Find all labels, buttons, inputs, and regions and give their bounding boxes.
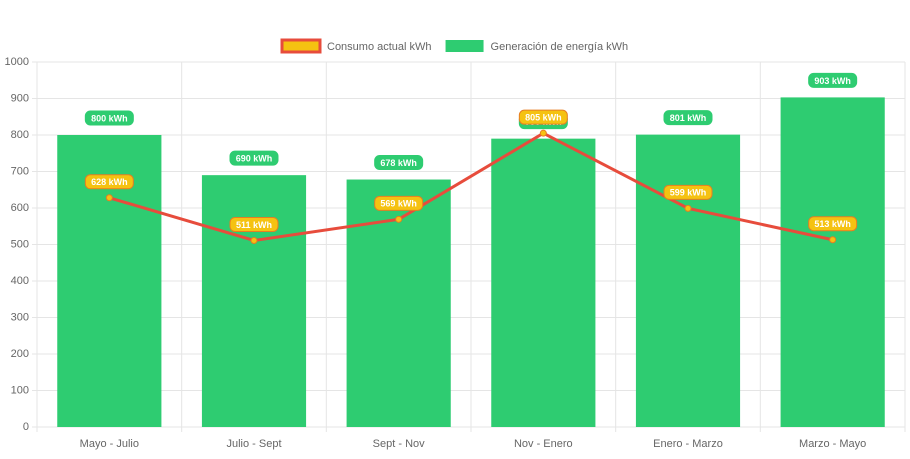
value-label-text: 599 kWh [670,188,707,198]
point [395,215,403,223]
value-label-text: 801 kWh [670,113,707,123]
value-label-bg [808,216,858,232]
value-label: 801 kWh [663,110,713,126]
value-label-text: 628 kWh [91,177,128,187]
value-label-text: 903 kWh [814,76,851,86]
value-label-bg [518,109,568,125]
value-label-text: 678 kWh [380,158,417,168]
value-label: 903 kWh [808,72,858,88]
value-label-bg [229,150,279,166]
value-label-bg [84,174,134,190]
value-label-text: 800 kWh [91,113,128,123]
value-label-bg [229,216,279,232]
value-label-bg [808,72,858,88]
value-label: 511 kWh [229,216,279,232]
value-label-bg [84,110,134,126]
y-tick-label: 300 [11,311,29,323]
x-tick-label: Enero - Marzo [653,438,723,450]
y-tick-label: 1000 [5,56,29,68]
point [539,129,547,137]
value-label-text: 690 kWh [236,154,273,164]
value-label-bg [374,195,424,211]
value-label: 690 kWh [229,150,279,166]
value-label-bg [663,110,713,126]
y-tick-label: 900 [11,92,29,104]
value-label: 569 kWh [374,195,424,211]
value-label: 800 kWh [84,110,134,126]
legend-swatch [280,38,322,54]
bar [780,97,885,427]
y-tick-label: 500 [11,238,29,250]
legend-swatch [445,40,484,52]
x-tick-label: Mayo - Julio [80,438,139,450]
y-tick-label: 100 [11,384,29,396]
value-label: 513 kWh [808,216,858,232]
bar [635,134,741,427]
x-tick-label: Julio - Sept [226,438,281,450]
x-tick-label: Marzo - Mayo [799,438,866,450]
y-tick-label: 700 [11,165,29,177]
point [684,204,692,212]
value-label-text: 513 kWh [814,219,851,229]
value-label-bg [663,184,713,200]
value-label-text: 511 kWh [236,220,272,230]
value-label: 628 kWh [84,174,134,190]
y-tick-label: 200 [11,348,29,360]
value-label: 678 kWh [374,155,424,171]
value-label: 599 kWh [663,184,713,200]
value-label-text: 569 kWh [380,199,417,209]
value-label-bg [374,155,424,171]
y-tick-label: 600 [11,202,29,214]
y-tick-label: 0 [23,421,29,433]
x-tick-label: Sept - Nov [373,438,425,450]
y-tick-label: 800 [11,129,29,141]
legend-label: Generación de energía kWh [491,41,629,53]
value-label: 805 kWh [518,109,568,125]
line [108,131,833,243]
point [829,236,837,244]
legend-label: Consumo actual kWh [327,41,432,53]
bar [491,138,596,427]
value-label-text: 805 kWh [525,113,562,123]
point [250,236,258,244]
bar [201,175,307,427]
x-tick-label: Nov - Enero [514,438,573,450]
y-tick-label: 400 [11,275,29,287]
point [105,194,113,202]
